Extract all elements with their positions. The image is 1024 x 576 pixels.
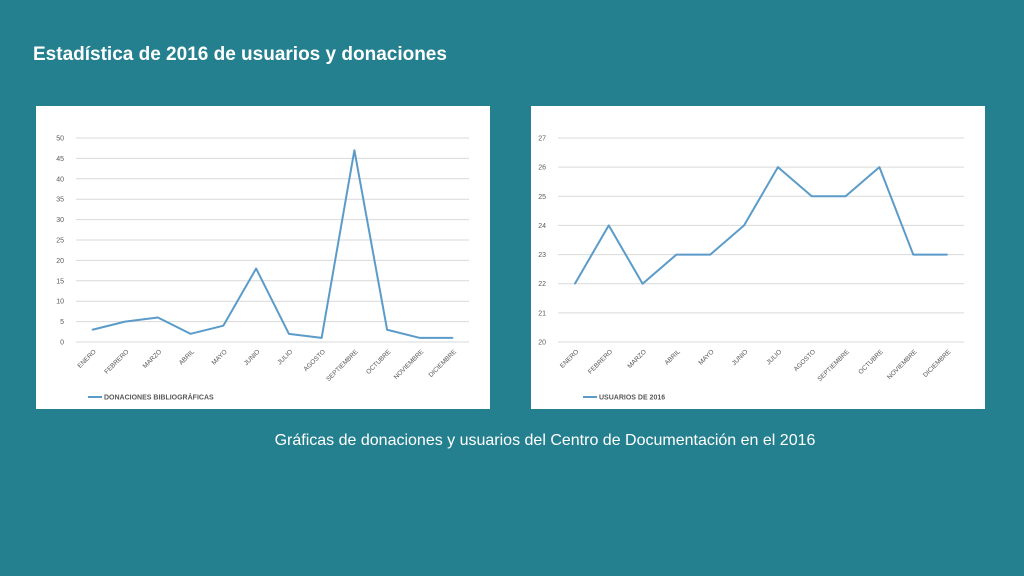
y-tick-label: 35 (56, 197, 64, 204)
x-tick-label: MAYO (211, 348, 229, 366)
data-point (743, 224, 745, 227)
slide-caption: Gráficas de donaciones y usuarios del Ce… (274, 432, 816, 449)
x-tick-label: AGOSTO (793, 348, 818, 373)
data-point (419, 337, 421, 339)
x-tick-label: FEBRERO (103, 348, 130, 375)
data-point (124, 320, 126, 323)
y-tick-label: 5 (60, 319, 64, 326)
x-tick-label: SEPTIEMBRE (325, 348, 360, 383)
x-tick-label: NOVIEMBRE (393, 348, 426, 381)
x-tick-label: ENERO (76, 348, 97, 369)
y-tick-label: 22 (538, 281, 546, 288)
data-point (157, 316, 159, 319)
data-point (607, 224, 610, 227)
data-point (574, 282, 576, 285)
data-point (912, 253, 915, 256)
data-point (255, 267, 257, 270)
x-tick-label: MAYO (698, 348, 716, 366)
x-tick-label: JULIO (276, 348, 294, 366)
y-tick-label: 50 (56, 136, 64, 143)
data-point (288, 333, 290, 335)
y-tick-label: 20 (56, 258, 64, 265)
x-tick-label: FEBRERO (587, 348, 614, 375)
data-point (844, 195, 847, 198)
y-tick-label: 27 (538, 136, 546, 143)
donaciones-chart-panel: 0 5 10 15 20 25 30 35 40 45 50 ENERO FEBRERO MARZO ABR… (36, 106, 490, 409)
data-point (878, 166, 881, 168)
x-tick-label: ENERO (559, 348, 580, 369)
legend-label: USUARIOS DE 2016 (599, 395, 665, 402)
y-tick-label: 21 (538, 310, 546, 317)
x-tick-label: OCTUBRE (857, 348, 885, 376)
data-point (91, 328, 94, 331)
x-tick-label: OCTUBRE (365, 348, 393, 376)
x-tick-label: JUNIO (243, 348, 262, 367)
series-line (92, 149, 453, 339)
series-line (574, 166, 948, 285)
usuarios-chart-panel: 20 21 22 23 24 25 26 27 ENERO FEBRERO MARZO ABRIL MA… (531, 106, 985, 409)
x-tick-label: ABRIL (178, 348, 197, 367)
x-tick-label: SEPTIEMBRE (816, 348, 851, 383)
data-point (189, 333, 192, 335)
y-tick-label: 40 (56, 176, 64, 183)
data-point (946, 253, 948, 256)
y-tick-label: 26 (538, 165, 546, 172)
usuarios-line-chart: 20 21 22 23 24 25 26 27 ENERO FEBRERO MARZO ABRIL MA… (538, 136, 964, 402)
data-point (353, 149, 356, 152)
x-tick-label: DICIEMBRE (428, 348, 459, 379)
data-point (222, 324, 225, 327)
data-point (810, 195, 813, 198)
y-tick-label: 20 (538, 340, 546, 347)
y-tick-label: 0 (60, 340, 64, 347)
data-point (675, 253, 678, 256)
data-point (641, 282, 644, 285)
data-point (709, 253, 712, 256)
x-tick-label: MARZO (142, 348, 164, 370)
x-tick-label: MARZO (626, 348, 648, 370)
y-tick-label: 15 (56, 278, 64, 285)
data-point (777, 166, 779, 168)
data-point (451, 337, 454, 339)
data-point (386, 328, 388, 331)
legend-label: DONACIONES BIBLIOGRÁFICAS (104, 393, 214, 402)
y-tick-label: 25 (56, 238, 64, 245)
data-point (320, 337, 323, 339)
x-tick-label: AGOSTO (303, 348, 328, 373)
x-tick-label: JULIO (765, 348, 783, 366)
slide-title: Estadística de 2016 de usuarios y donaci… (33, 44, 447, 65)
donaciones-line-chart: 0 5 10 15 20 25 30 35 40 45 50 ENERO FEBRERO MARZO ABR… (56, 136, 469, 402)
x-tick-label: NOVIEMBRE (886, 348, 919, 381)
y-tick-label: 45 (56, 156, 64, 163)
x-tick-label: ABRIL (664, 348, 683, 367)
y-tick-label: 25 (538, 194, 546, 201)
y-tick-label: 10 (56, 299, 64, 306)
y-tick-label: 30 (56, 217, 64, 224)
y-tick-label: 24 (538, 223, 546, 230)
x-tick-label: JUNIO (731, 348, 750, 367)
y-tick-label: 23 (538, 252, 546, 259)
x-tick-label: DICIEMBRE (922, 348, 953, 379)
